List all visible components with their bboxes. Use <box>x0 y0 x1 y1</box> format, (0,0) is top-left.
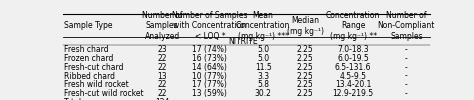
Text: Concentration
Range
(mg kg⁻¹) **: Concentration Range (mg kg⁻¹) ** <box>326 11 380 41</box>
Text: Number of
Samples
Analyzed: Number of Samples Analyzed <box>142 11 182 41</box>
Text: 22: 22 <box>157 63 167 72</box>
Text: NITRITE: NITRITE <box>228 37 258 46</box>
Text: 6.5-131.6: 6.5-131.6 <box>335 63 372 72</box>
Text: 7.0-18.3: 7.0-18.3 <box>337 45 369 54</box>
Text: -: - <box>405 63 408 72</box>
Text: Total: Total <box>64 98 82 100</box>
Text: 10 (77%): 10 (77%) <box>192 72 228 81</box>
Text: 12.9-219.5: 12.9-219.5 <box>333 89 374 98</box>
Text: Fresh-cut chard: Fresh-cut chard <box>64 63 123 72</box>
Text: Sample Type: Sample Type <box>64 21 112 30</box>
Text: Number of Samples
with Concentration
< LOQ *: Number of Samples with Concentration < L… <box>172 11 247 41</box>
Text: 23: 23 <box>157 45 167 54</box>
Text: Mean
Concentration
(mg kg⁻¹) ***: Mean Concentration (mg kg⁻¹) *** <box>236 11 290 41</box>
Text: 14 (64%): 14 (64%) <box>192 63 228 72</box>
Text: Median
(mg kg⁻¹): Median (mg kg⁻¹) <box>287 16 324 36</box>
Text: 22: 22 <box>157 89 167 98</box>
Text: 13 (59%): 13 (59%) <box>192 89 228 98</box>
Text: 16 (73%): 16 (73%) <box>192 54 228 63</box>
Text: Fresh-cut wild rocket: Fresh-cut wild rocket <box>64 89 143 98</box>
Text: 2.25: 2.25 <box>297 72 314 81</box>
Text: 3.3: 3.3 <box>257 72 269 81</box>
Text: -: - <box>405 72 408 81</box>
Text: 22: 22 <box>157 54 167 63</box>
Text: -: - <box>405 80 408 90</box>
Text: 2.25: 2.25 <box>297 45 314 54</box>
Text: 22: 22 <box>157 80 167 90</box>
Text: 2.25: 2.25 <box>297 89 314 98</box>
Text: -: - <box>405 54 408 63</box>
Text: Frozen chard: Frozen chard <box>64 54 113 63</box>
Text: 4.5-9.5: 4.5-9.5 <box>340 72 366 81</box>
Text: 17 (74%): 17 (74%) <box>192 45 228 54</box>
Text: -: - <box>405 89 408 98</box>
Text: Fresh wild rocket: Fresh wild rocket <box>64 80 128 90</box>
Text: 5.8: 5.8 <box>257 80 269 90</box>
Text: 2.25: 2.25 <box>297 54 314 63</box>
Text: 2.25: 2.25 <box>297 80 314 90</box>
Text: 5.0: 5.0 <box>257 45 269 54</box>
Text: 13.4-20.1: 13.4-20.1 <box>335 80 371 90</box>
Text: 30.2: 30.2 <box>255 89 272 98</box>
Text: 13: 13 <box>157 72 167 81</box>
Text: 6.0-19.5: 6.0-19.5 <box>337 54 369 63</box>
Text: 124: 124 <box>155 98 169 100</box>
Text: Fresh chard: Fresh chard <box>64 45 108 54</box>
Text: Ribbed chard: Ribbed chard <box>64 72 115 81</box>
Text: 11.5: 11.5 <box>255 63 272 72</box>
Text: -: - <box>405 45 408 54</box>
Text: 5.0: 5.0 <box>257 54 269 63</box>
Text: Number of
Non-Compliant
Samples: Number of Non-Compliant Samples <box>378 11 435 41</box>
Text: 17 (77%): 17 (77%) <box>192 80 228 90</box>
Text: 2.25: 2.25 <box>297 63 314 72</box>
